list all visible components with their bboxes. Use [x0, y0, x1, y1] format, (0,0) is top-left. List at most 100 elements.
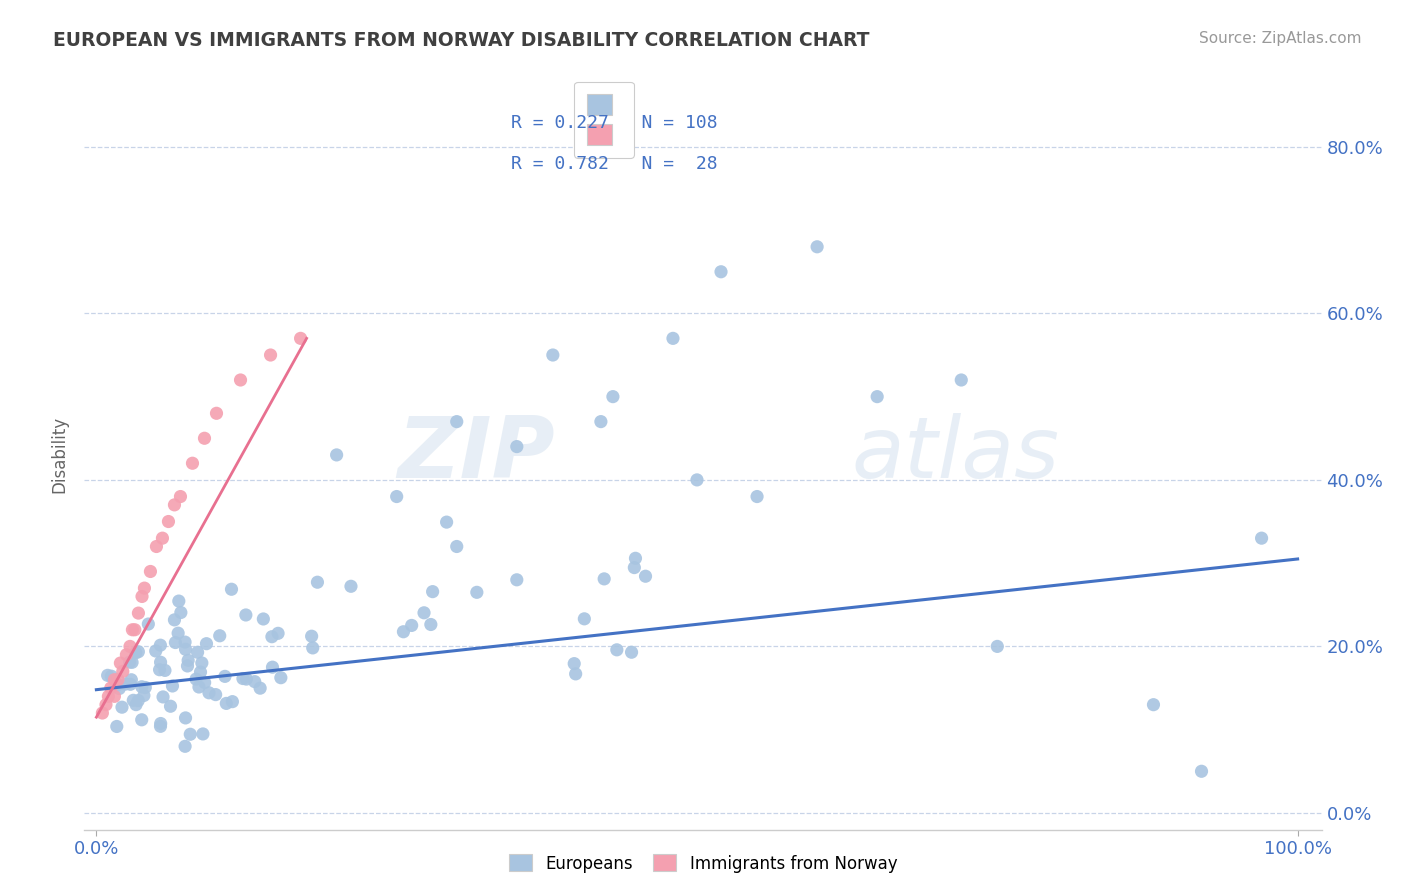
Point — [446, 415, 468, 429]
Point — [108, 681, 131, 696]
Point — [413, 606, 436, 620]
Point — [1191, 764, 1213, 779]
Point — [184, 672, 207, 686]
Text: Source: ZipAtlas.com: Source: ZipAtlas.com — [1198, 31, 1361, 46]
Point — [562, 657, 585, 671]
Y-axis label: Disability: Disability — [51, 417, 69, 493]
Point — [190, 665, 212, 679]
Point — [208, 629, 231, 643]
Point — [110, 656, 132, 670]
Point — [686, 473, 709, 487]
Point — [111, 700, 134, 714]
Point — [149, 638, 172, 652]
Point — [262, 660, 284, 674]
Point — [602, 390, 624, 404]
Point — [159, 699, 181, 714]
Point — [167, 594, 190, 608]
Point — [105, 719, 128, 733]
Point — [422, 584, 444, 599]
Point — [139, 565, 162, 579]
Point — [624, 551, 647, 566]
Point — [866, 390, 889, 404]
Point — [121, 623, 143, 637]
Point — [191, 656, 214, 670]
Point — [564, 666, 586, 681]
Point — [194, 675, 217, 690]
Point — [1250, 531, 1272, 545]
Point — [229, 373, 252, 387]
Point — [340, 579, 363, 593]
Point — [163, 613, 186, 627]
Legend: , : , — [574, 82, 634, 158]
Point — [392, 624, 415, 639]
Point — [125, 698, 148, 712]
Point — [950, 373, 973, 387]
Point — [131, 713, 153, 727]
Point — [436, 515, 458, 529]
Point — [149, 719, 172, 733]
Point — [221, 695, 243, 709]
Point — [103, 673, 125, 687]
Point — [157, 515, 180, 529]
Point — [153, 664, 176, 678]
Point — [111, 665, 134, 679]
Point — [97, 690, 120, 704]
Point — [620, 645, 643, 659]
Point — [541, 348, 564, 362]
Point — [634, 569, 657, 583]
Point — [132, 689, 155, 703]
Text: EUROPEAN VS IMMIGRANTS FROM NORWAY DISABILITY CORRELATION CHART: EUROPEAN VS IMMIGRANTS FROM NORWAY DISAB… — [53, 31, 870, 50]
Point — [806, 240, 828, 254]
Point — [259, 348, 281, 362]
Point — [127, 693, 149, 707]
Point — [221, 582, 243, 597]
Point — [127, 645, 149, 659]
Point — [165, 635, 187, 649]
Point — [148, 663, 170, 677]
Point — [134, 581, 156, 595]
Point — [267, 626, 290, 640]
Text: R = 0.782   N =  28: R = 0.782 N = 28 — [512, 155, 718, 173]
Point — [1142, 698, 1164, 712]
Point — [174, 635, 197, 649]
Point — [446, 540, 468, 554]
Point — [100, 681, 122, 695]
Point — [103, 690, 125, 704]
Point — [107, 673, 129, 687]
Point — [138, 617, 160, 632]
Point — [745, 490, 768, 504]
Point — [204, 688, 226, 702]
Point — [115, 648, 138, 662]
Point — [122, 693, 145, 707]
Point — [145, 540, 167, 554]
Point — [195, 637, 218, 651]
Point — [152, 531, 174, 545]
Point — [307, 575, 329, 590]
Point — [179, 727, 201, 741]
Point — [127, 606, 149, 620]
Point — [506, 440, 529, 454]
Point — [167, 626, 190, 640]
Point — [198, 686, 221, 700]
Point — [118, 655, 141, 669]
Legend: Europeans, Immigrants from Norway: Europeans, Immigrants from Norway — [502, 847, 904, 880]
Point — [574, 612, 596, 626]
Text: atlas: atlas — [852, 413, 1060, 497]
Point — [260, 630, 283, 644]
Point — [325, 448, 347, 462]
Point — [170, 606, 193, 620]
Point — [163, 498, 186, 512]
Point — [589, 415, 612, 429]
Point — [174, 711, 197, 725]
Point — [121, 656, 143, 670]
Point — [134, 681, 156, 695]
Point — [169, 490, 191, 504]
Text: ZIP: ZIP — [396, 413, 554, 497]
Point — [91, 706, 114, 720]
Point — [593, 572, 616, 586]
Point — [94, 698, 117, 712]
Point — [187, 645, 209, 659]
Point — [193, 431, 215, 445]
Point — [118, 640, 141, 654]
Point — [205, 406, 228, 420]
